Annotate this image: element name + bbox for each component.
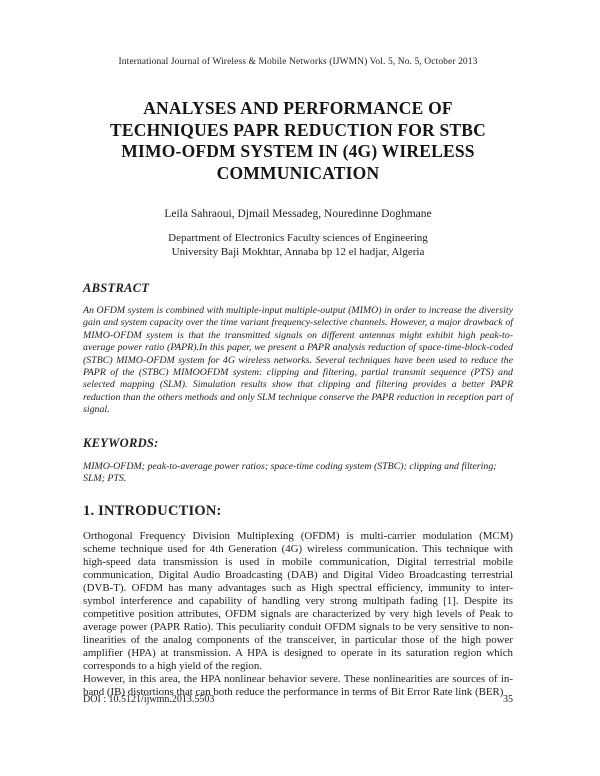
affiliation-line-1: Department of Electronics Faculty scienc… xyxy=(168,232,428,244)
introduction-paragraph-1: Orthogonal Frequency Division Multiplexi… xyxy=(83,529,513,672)
affiliation-line-2: University Baji Mokhtar, Annaba bp 12 el… xyxy=(171,245,425,258)
page-number: 35 xyxy=(503,694,513,705)
affiliation-block: Department of Electronics Faculty scienc… xyxy=(83,232,513,259)
abstract-heading: ABSTRACT xyxy=(83,281,150,295)
page-content: International Journal of Wireless & Mobi… xyxy=(83,0,513,699)
introduction-heading: 1. INTRODUCTION: xyxy=(83,502,222,519)
abstract-body: An OFDM system is combined with multiple… xyxy=(83,305,513,416)
journal-header: International Journal of Wireless & Mobi… xyxy=(118,57,478,67)
introduction-paragraph-2: However, in this area, the HPA nonlinear… xyxy=(83,672,513,698)
doi-text: DOI : 10.5121/ijwmn.2013.5503 xyxy=(83,694,215,705)
authors-line: Leila Sahraoui, Djmail Messadeg, Nouredi… xyxy=(164,208,432,220)
keywords-heading: KEYWORDS: xyxy=(83,435,159,450)
keywords-body: MIMO-OFDM; peak-to-average power ratios;… xyxy=(83,460,497,485)
paper-title: ANALYSES AND PERFORMANCE OF TECHNIQUES P… xyxy=(110,98,486,183)
page-footer: DOI : 10.5121/ijwmn.2013.5503 35 xyxy=(83,694,513,705)
